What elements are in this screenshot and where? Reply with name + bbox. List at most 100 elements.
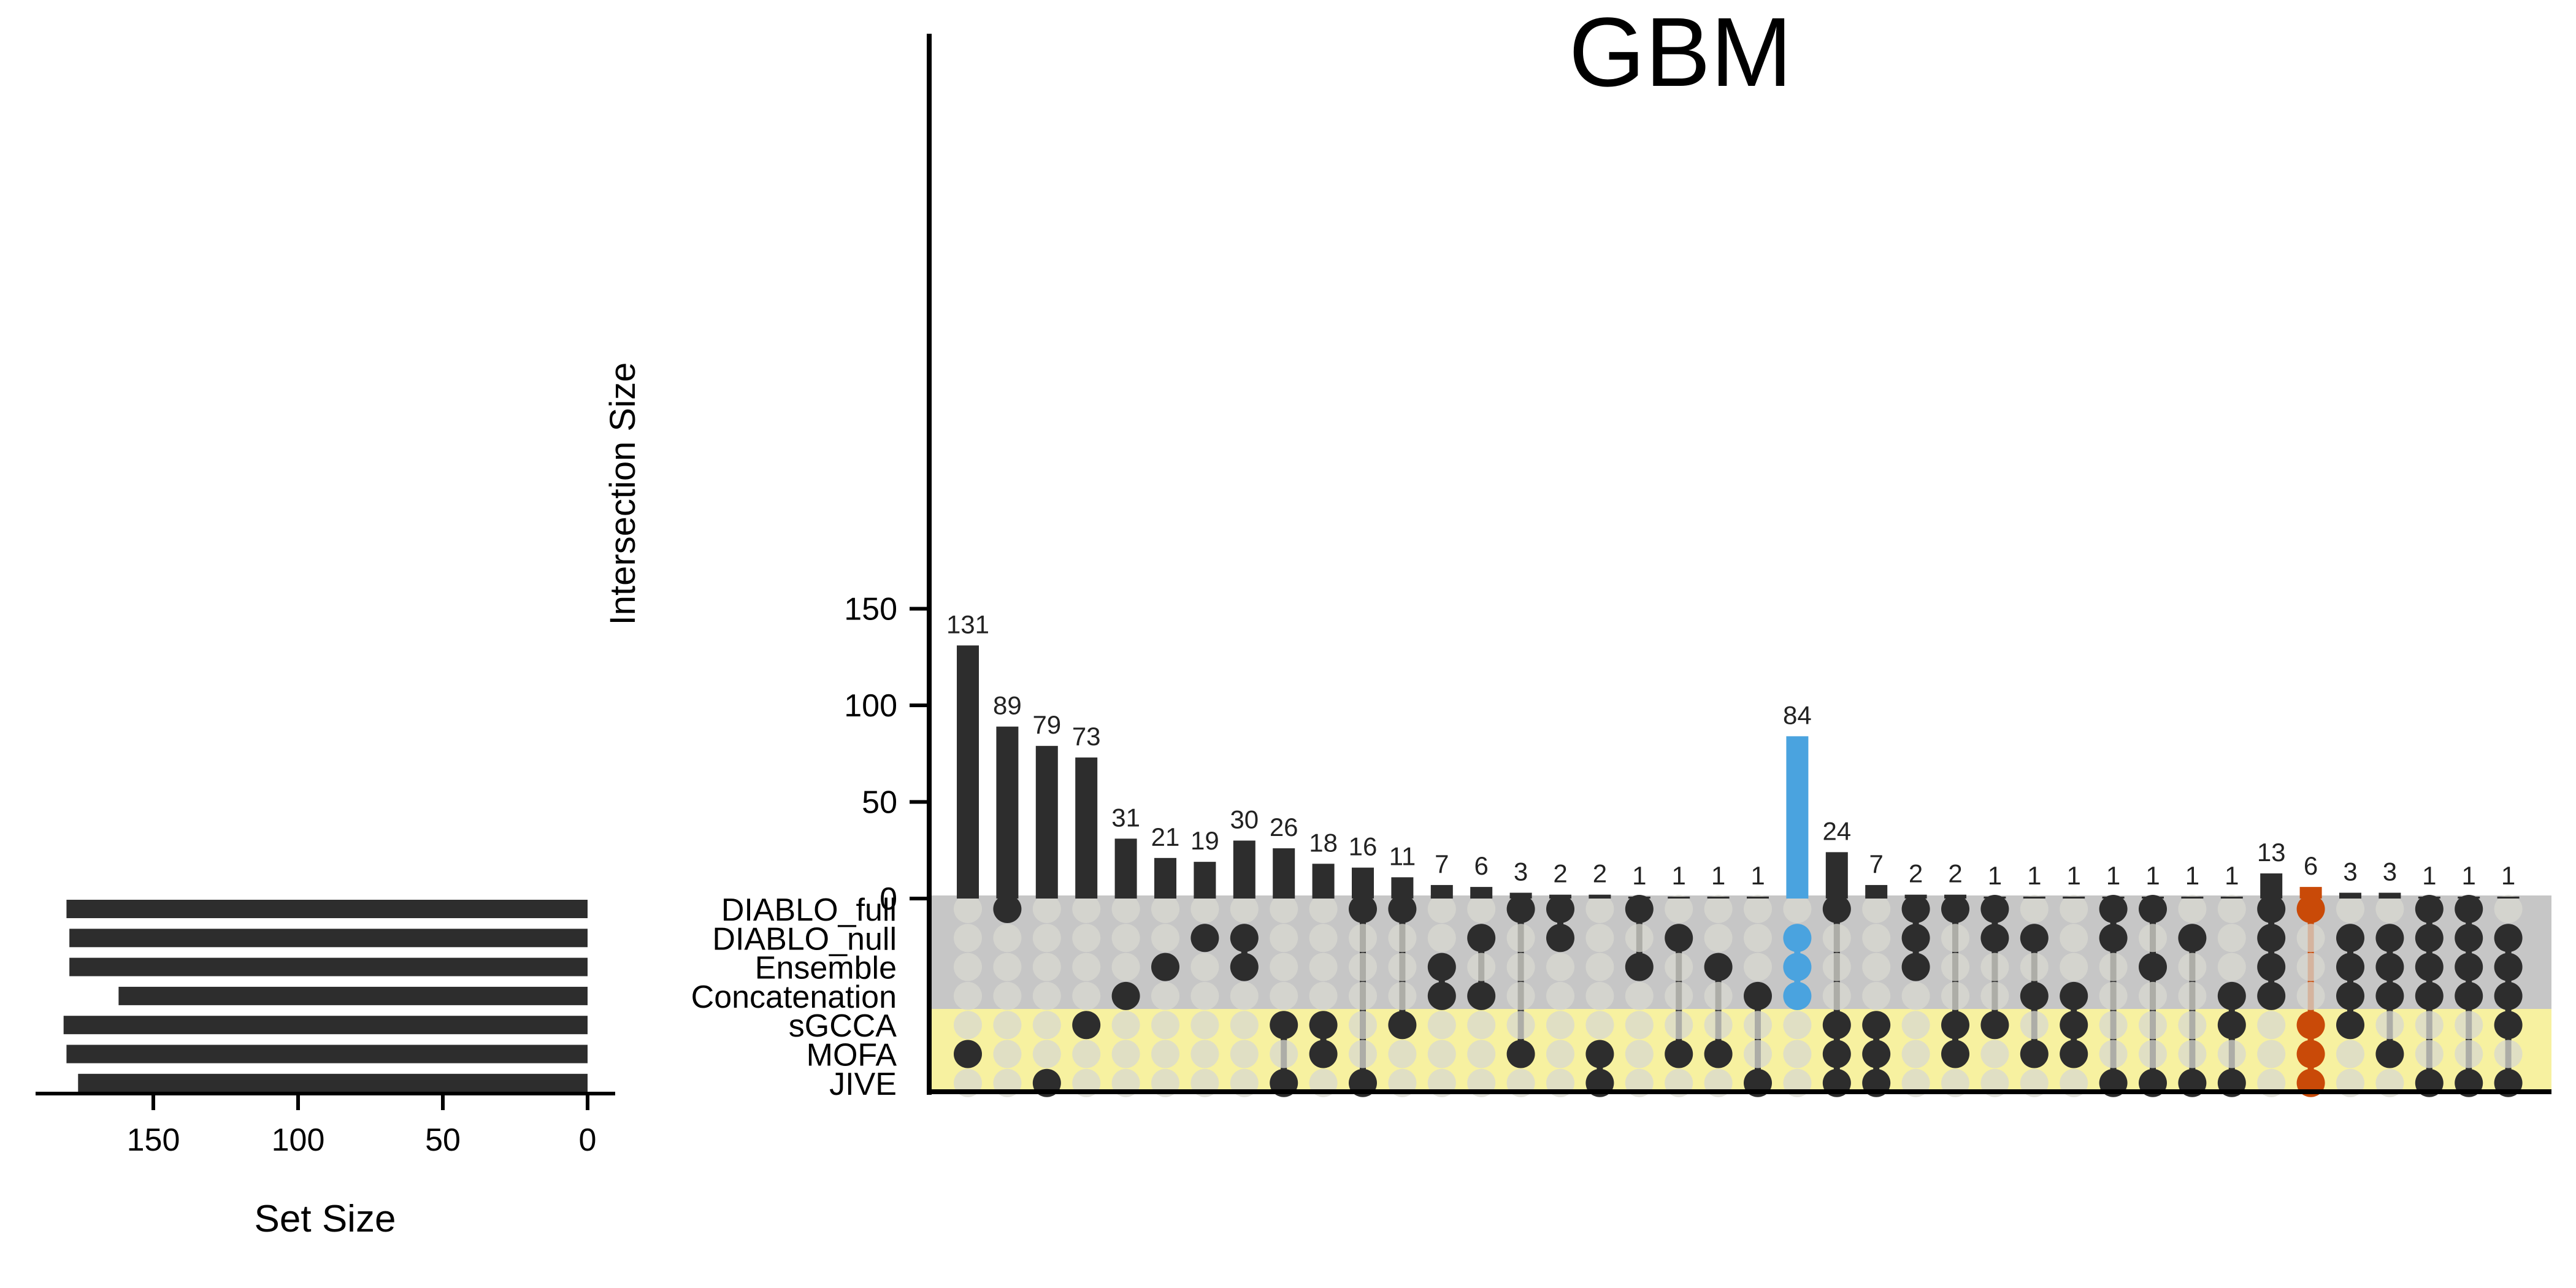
intersection-bar-label: 2 bbox=[1593, 859, 1607, 888]
set-size-bar bbox=[118, 986, 588, 1005]
matrix-dot-inactive bbox=[1941, 981, 1969, 1010]
matrix-dot-inactive bbox=[1230, 895, 1259, 923]
matrix-dot-inactive bbox=[1783, 895, 1812, 923]
matrix-dot-inactive bbox=[1427, 1040, 1456, 1068]
intersection-bar-label: 6 bbox=[2304, 851, 2318, 880]
matrix-dot-inactive bbox=[2415, 1040, 2444, 1068]
matrix-dot-active bbox=[1704, 1040, 1733, 1068]
intersection-bar bbox=[2339, 892, 2361, 899]
matrix-dot-active bbox=[2099, 895, 2128, 923]
matrix-dot-inactive bbox=[1704, 895, 1733, 923]
matrix-dot-active bbox=[1665, 924, 1693, 953]
intersection-bar-label: 1 bbox=[2027, 861, 2041, 890]
matrix-dot-active bbox=[1665, 1040, 1693, 1068]
matrix-dot-inactive bbox=[1625, 981, 1654, 1010]
matrix-dot-active bbox=[2257, 895, 2286, 923]
matrix-dot-inactive bbox=[1822, 981, 1851, 1010]
intersection-bar-label: 2 bbox=[1909, 859, 1923, 888]
intersection-bar-label: 1 bbox=[2225, 861, 2239, 890]
set-size-bar bbox=[66, 900, 588, 918]
intersection-bar-label: 1 bbox=[1750, 861, 1765, 890]
intersection-bar bbox=[1747, 896, 1769, 899]
intersection-bar bbox=[996, 726, 1019, 899]
intersection-bar bbox=[2220, 896, 2243, 899]
matrix-dot-active bbox=[1822, 895, 1851, 923]
matrix-dot-active bbox=[2455, 924, 2483, 953]
y-tick-label: 50 bbox=[862, 785, 897, 821]
matrix-dot-active bbox=[1783, 981, 1812, 1010]
matrix-dot-inactive bbox=[1072, 981, 1101, 1010]
matrix-dot-inactive bbox=[1427, 895, 1456, 923]
matrix-dot-inactive bbox=[954, 924, 982, 953]
matrix-dot-active bbox=[2415, 895, 2444, 923]
matrix-dot-active bbox=[1822, 1011, 1851, 1040]
matrix-dot-active bbox=[1585, 1040, 1614, 1068]
matrix-dot-inactive bbox=[1862, 981, 1891, 1010]
intersection-bar bbox=[1984, 896, 2006, 899]
matrix-dot-inactive bbox=[1388, 924, 1417, 953]
matrix-dot-inactive bbox=[1111, 1040, 1140, 1068]
matrix-dot-active bbox=[2455, 953, 2483, 981]
matrix-dot-active bbox=[1980, 924, 2009, 953]
matrix-dot-inactive bbox=[1032, 924, 1061, 953]
matrix-dot-inactive bbox=[1862, 924, 1891, 953]
matrix-dot-inactive bbox=[2296, 953, 2325, 981]
matrix-dot-active bbox=[1546, 895, 1574, 923]
intersection-bar-label: 2 bbox=[1553, 859, 1567, 888]
intersection-bar-label: 11 bbox=[1389, 841, 1416, 870]
matrix-dot-active bbox=[2415, 981, 2444, 1010]
matrix-dot-inactive bbox=[1665, 1011, 1693, 1040]
matrix-dot-active bbox=[2375, 1040, 2404, 1068]
intersection-bar-label: 84 bbox=[1783, 700, 1812, 729]
matrix-dot-active bbox=[2020, 981, 2049, 1010]
matrix-dot-inactive bbox=[1980, 1040, 2009, 1068]
set-size-bar bbox=[66, 1045, 588, 1064]
matrix-dot-inactive bbox=[1744, 953, 1772, 981]
matrix-dot-active bbox=[1506, 1040, 1535, 1068]
intersection-bar bbox=[1154, 857, 1176, 899]
matrix-dot-active bbox=[2455, 895, 2483, 923]
matrix-dot-active bbox=[1980, 895, 2009, 923]
matrix-dot-inactive bbox=[1901, 981, 1930, 1010]
matrix-dot-inactive bbox=[2099, 1040, 2128, 1068]
matrix-dot-inactive bbox=[1349, 981, 1377, 1010]
matrix-dot-inactive bbox=[2375, 1011, 2404, 1040]
set-label-mofa: MOFA bbox=[807, 1038, 897, 1073]
set-size-tick-label: 50 bbox=[425, 1122, 461, 1158]
matrix-dot-active bbox=[1309, 1011, 1338, 1040]
matrix-dot-inactive bbox=[1467, 1011, 1496, 1040]
matrix-dot-inactive bbox=[1822, 953, 1851, 981]
matrix-dot-inactive bbox=[2020, 1011, 2049, 1040]
matrix-dot-inactive bbox=[2336, 895, 2364, 923]
set-label-jive: JIVE bbox=[829, 1067, 897, 1102]
intersection-bar bbox=[1904, 894, 1927, 899]
chart-title: GBM bbox=[1569, 0, 1792, 107]
intersection-bar-label: 1 bbox=[2106, 861, 2120, 890]
matrix-dot-inactive bbox=[2060, 953, 2088, 981]
matrix-dot-active bbox=[1862, 1040, 1891, 1068]
matrix-dot-inactive bbox=[1072, 895, 1101, 923]
matrix-dot-inactive bbox=[1546, 1011, 1574, 1040]
intersection-bar-label: 3 bbox=[2383, 857, 2397, 886]
intersection-bar bbox=[2379, 892, 2401, 899]
intersection-bar bbox=[1391, 877, 1414, 899]
matrix-dot-inactive bbox=[1744, 895, 1772, 923]
matrix-dot-active bbox=[2415, 953, 2444, 981]
matrix-dot-active bbox=[1980, 1011, 2009, 1040]
matrix-dot-inactive bbox=[2099, 953, 2128, 981]
intersection-bar-label: 13 bbox=[2257, 838, 2286, 867]
matrix-dot-inactive bbox=[1467, 953, 1496, 981]
intersection-bar-label: 73 bbox=[1072, 722, 1101, 751]
matrix-dot-inactive bbox=[1309, 981, 1338, 1010]
y-tick-label: 100 bbox=[844, 688, 897, 724]
matrix-dot-inactive bbox=[1822, 924, 1851, 953]
matrix-dot-inactive bbox=[1744, 1040, 1772, 1068]
matrix-dot-inactive bbox=[954, 1011, 982, 1040]
intersection-bar-label: 2 bbox=[1948, 859, 1962, 888]
matrix-dot-active bbox=[1625, 895, 1654, 923]
intersection-bar-label: 16 bbox=[1349, 832, 1378, 861]
matrix-dot-active bbox=[2060, 1011, 2088, 1040]
matrix-dot-inactive bbox=[1783, 1011, 1812, 1040]
matrix-dot-inactive bbox=[2178, 1040, 2207, 1068]
intersection-bar-label: 18 bbox=[1309, 828, 1338, 857]
